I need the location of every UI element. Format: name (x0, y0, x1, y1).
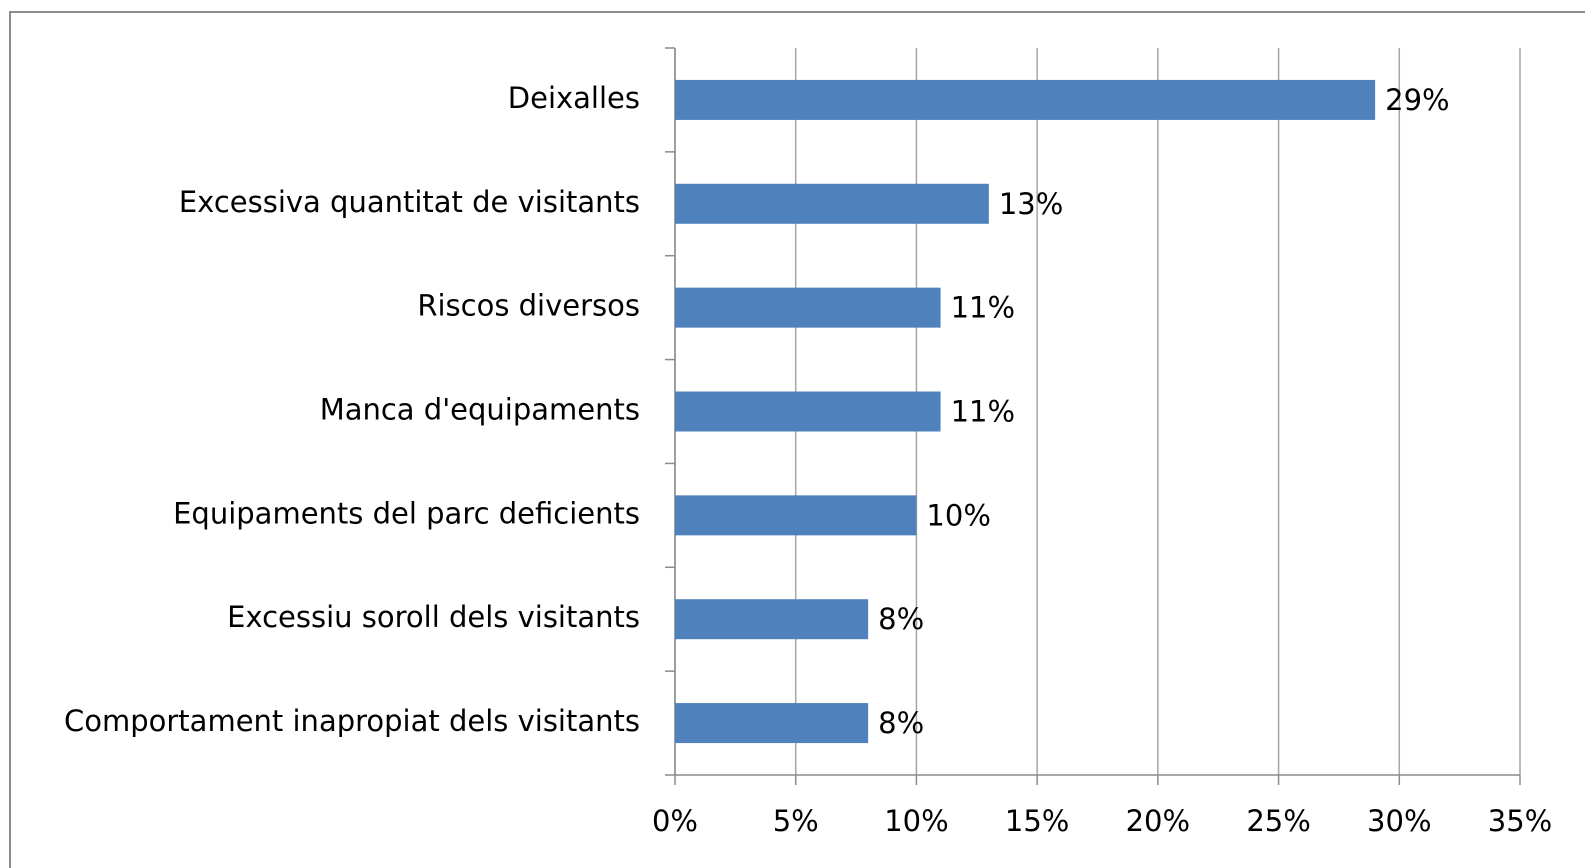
x-tick-label: 25% (1246, 804, 1310, 838)
x-tick-label: 30% (1367, 804, 1431, 838)
y-tick-label: Manca d'equipaments (320, 393, 640, 427)
bar (675, 287, 941, 328)
x-tick-label: 5% (773, 804, 819, 838)
y-tick-label: Comportament inapropiat dels visitants (64, 704, 640, 738)
y-tick-label: Riscos diversos (417, 289, 640, 323)
x-tick-label: 20% (1126, 804, 1190, 838)
bar (675, 183, 989, 224)
bar (675, 599, 869, 640)
bar (675, 703, 869, 744)
value-label: 8% (878, 602, 924, 636)
value-label: 13% (999, 187, 1063, 221)
value-label: 8% (878, 706, 924, 740)
x-tick-label: 0% (652, 804, 698, 838)
bar (675, 79, 1376, 120)
y-tick-label: Excessiu soroll dels visitants (227, 600, 640, 634)
bar (675, 495, 917, 536)
bar (675, 391, 941, 432)
value-label: 10% (926, 498, 990, 532)
x-tick-label: 15% (1005, 804, 1069, 838)
y-tick-label: Excessiva quantitat de visitants (179, 185, 640, 219)
x-tick-label: 10% (884, 804, 948, 838)
x-tick-label: 35% (1488, 804, 1552, 838)
value-label: 29% (1385, 83, 1449, 117)
y-tick-label: Deixalles (508, 81, 640, 115)
value-label: 11% (951, 291, 1015, 325)
y-tick-label: Equipaments del parc deficients (173, 496, 640, 530)
value-label: 11% (951, 395, 1015, 429)
